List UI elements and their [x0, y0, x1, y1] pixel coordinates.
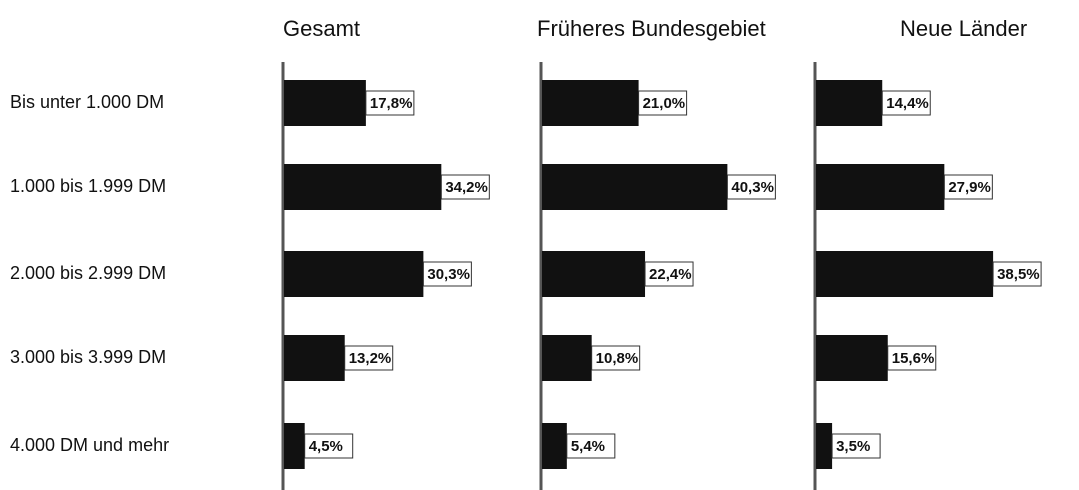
value-label-box	[591, 345, 641, 371]
value-label: 4,5%	[309, 438, 343, 455]
value-label: 30,3%	[427, 266, 470, 283]
value-label-box	[344, 345, 394, 371]
value-label: 40,3%	[731, 179, 774, 196]
category-label: 2.000 bis 2.999 DM	[10, 263, 166, 283]
value-label: 34,2%	[445, 179, 488, 196]
bar	[284, 423, 305, 469]
category-label: 1.000 bis 1.999 DM	[10, 176, 166, 196]
bar	[542, 164, 728, 210]
value-label-box	[943, 174, 993, 200]
category-label: 4.000 DM und mehr	[10, 435, 169, 455]
bar	[284, 335, 345, 381]
value-label: 15,6%	[892, 350, 935, 367]
bar	[542, 80, 639, 126]
value-label-box	[992, 261, 1042, 287]
value-label: 14,4%	[886, 95, 929, 112]
category-label: 3.000 bis 3.999 DM	[10, 347, 166, 367]
value-label-box	[440, 174, 490, 200]
value-label-box	[726, 174, 776, 200]
value-label-box	[422, 261, 472, 287]
value-label-box	[304, 433, 354, 459]
panel-title: Früheres Bundesgebiet	[537, 16, 766, 41]
value-label-box	[831, 433, 881, 459]
value-label: 10,8%	[596, 350, 639, 367]
value-label: 5,4%	[571, 438, 605, 455]
bar	[816, 335, 888, 381]
value-label: 22,4%	[649, 266, 692, 283]
value-label-box	[887, 345, 937, 371]
bar	[542, 335, 592, 381]
panel-title: Neue Länder	[900, 16, 1027, 41]
bar	[816, 80, 883, 126]
bar	[816, 423, 833, 469]
value-label-box	[881, 90, 931, 116]
bar	[284, 251, 424, 297]
value-label-box	[566, 433, 616, 459]
bar	[816, 164, 945, 210]
value-label-box	[644, 261, 694, 287]
bar	[542, 251, 646, 297]
value-label-box	[365, 90, 415, 116]
value-label: 38,5%	[997, 266, 1040, 283]
value-label: 17,8%	[370, 95, 413, 112]
bar	[542, 423, 567, 469]
value-label: 27,9%	[948, 179, 991, 196]
panel-title: Gesamt	[283, 16, 360, 41]
value-label-box	[638, 90, 688, 116]
category-label: Bis unter 1.000 DM	[10, 92, 164, 112]
value-label: 3,5%	[836, 438, 870, 455]
value-label: 13,2%	[349, 350, 392, 367]
bar	[284, 80, 366, 126]
bar	[284, 164, 442, 210]
value-label: 21,0%	[643, 95, 686, 112]
bar	[816, 251, 994, 297]
